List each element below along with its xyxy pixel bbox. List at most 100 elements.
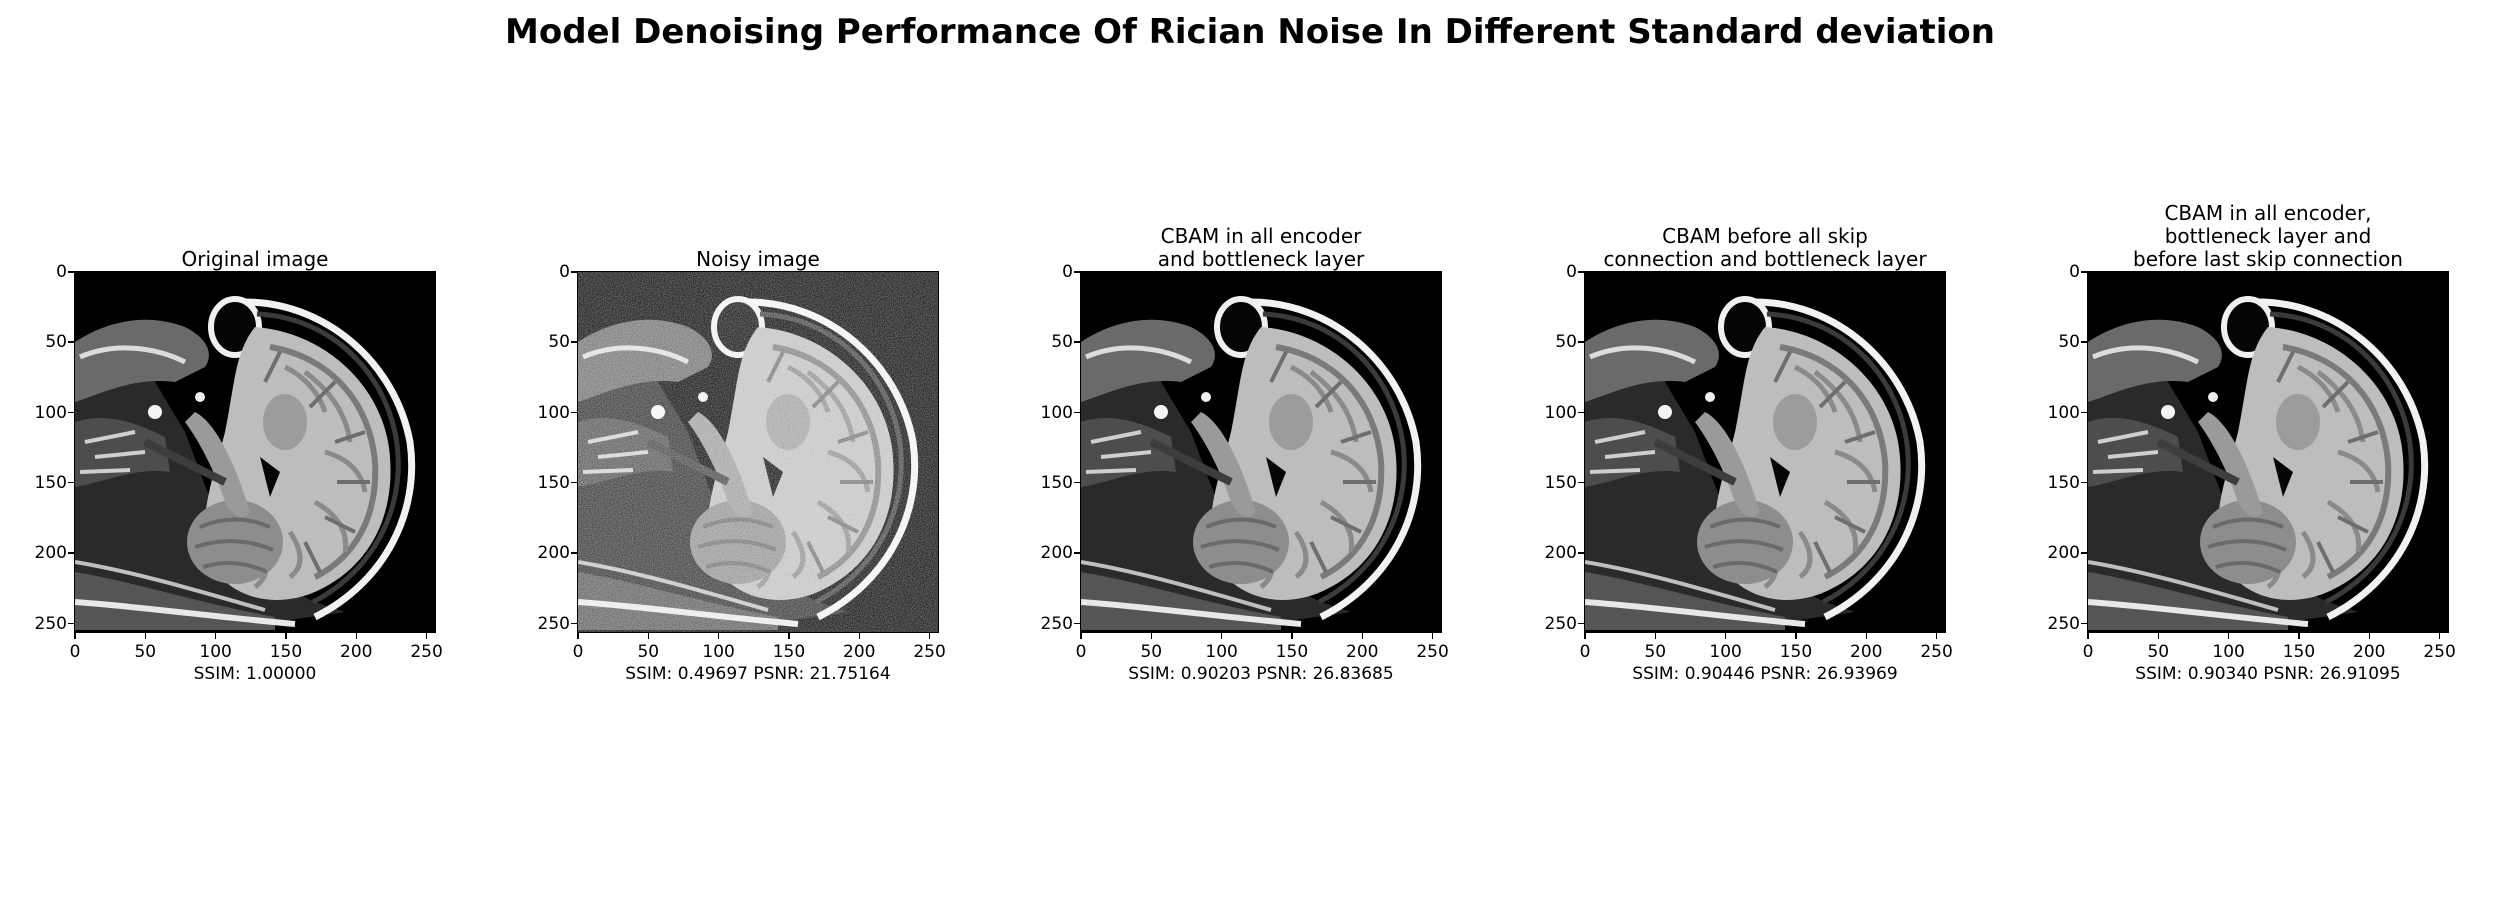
x-tick xyxy=(2087,632,2089,639)
y-tick-label: 100 xyxy=(1040,402,1073,423)
y-tick-label: 150 xyxy=(1544,472,1577,493)
y-tick xyxy=(1578,481,1585,484)
x-tick xyxy=(1865,632,1867,639)
y-tick xyxy=(571,341,578,343)
mri-image xyxy=(2087,271,2449,633)
x-tick-label: 200 xyxy=(340,642,373,662)
panel-title: CBAM in all encoder, bottleneck layer an… xyxy=(2133,201,2403,271)
y-tick-label: 0 xyxy=(559,262,570,282)
y-tick-label: 100 xyxy=(1544,402,1577,423)
y-tick-label: 100 xyxy=(34,402,67,423)
y-tick-label: 100 xyxy=(537,402,570,423)
x-tick xyxy=(1291,632,1293,639)
y-tick-label: 250 xyxy=(537,613,570,634)
y-tick xyxy=(571,481,578,484)
noise-overlay xyxy=(578,272,938,632)
y-tick xyxy=(1578,622,1585,625)
y-tick xyxy=(571,622,578,625)
y-tick-label: 50 xyxy=(548,332,570,353)
metric-label: SSIM: 0.90203 PSNR: 26.83685 xyxy=(1128,664,1394,684)
y-tick-label: 200 xyxy=(1040,543,1073,564)
mri-image xyxy=(74,271,436,633)
y-tick-label: 0 xyxy=(56,262,67,282)
x-tick xyxy=(1584,632,1586,639)
x-tick-label: 200 xyxy=(2353,642,2386,662)
y-tick-label: 200 xyxy=(537,543,570,564)
metric-label: SSIM: 1.00000 xyxy=(193,664,317,684)
metric-label: SSIM: 0.49697 PSNR: 21.75164 xyxy=(625,664,891,684)
x-tick-label: 50 xyxy=(1140,642,1163,662)
x-tick xyxy=(2157,632,2160,639)
y-tick xyxy=(2081,341,2088,343)
y-tick xyxy=(68,411,75,414)
metric-label: SSIM: 0.90446 PSNR: 26.93969 xyxy=(1632,664,1898,684)
y-tick xyxy=(1074,341,1081,343)
x-tick-label: 0 xyxy=(1579,642,1591,662)
panel-title: CBAM in all encoder and bottleneck layer xyxy=(1157,224,1365,271)
panel-title: Original image xyxy=(181,247,329,271)
y-tick-label: 0 xyxy=(1566,262,1577,282)
x-tick-label: 50 xyxy=(637,642,660,662)
x-tick xyxy=(647,632,650,639)
x-tick-label: 50 xyxy=(2147,642,2170,662)
x-tick xyxy=(1361,632,1363,639)
x-tick xyxy=(2298,632,2300,639)
x-tick-label: 0 xyxy=(572,642,584,662)
mri-brain-slice xyxy=(1585,272,1945,632)
figure-title: Model Denoising Performance Of Rician No… xyxy=(505,12,1995,52)
image-panel: Noisy image 0 50 100 150 2 xyxy=(538,0,946,900)
y-tick-label: 250 xyxy=(1544,613,1577,634)
x-tick xyxy=(1080,632,1082,639)
x-tick-label: 50 xyxy=(1644,642,1667,662)
x-tick xyxy=(577,632,579,639)
x-tick-label: 250 xyxy=(913,642,946,662)
x-tick xyxy=(1150,632,1153,639)
y-tick xyxy=(1074,411,1081,414)
image-panel: CBAM in all encoder, bottleneck layer an… xyxy=(2048,0,2456,900)
y-tick xyxy=(68,271,75,273)
mri-brain-slice xyxy=(75,272,435,632)
x-tick xyxy=(2368,632,2370,639)
y-tick-label: 50 xyxy=(2058,332,2080,353)
x-tick xyxy=(2438,632,2441,639)
x-tick-label: 150 xyxy=(1779,642,1813,662)
x-tick-label: 250 xyxy=(2423,642,2456,662)
image-panel: CBAM before all skip connection and bott… xyxy=(1545,0,1953,900)
x-tick xyxy=(2227,632,2230,639)
mri-brain-slice xyxy=(1081,272,1441,632)
x-tick xyxy=(425,632,428,639)
x-tick-label: 0 xyxy=(69,642,81,662)
y-tick-label: 50 xyxy=(45,332,67,353)
y-tick-label: 0 xyxy=(1062,262,1073,282)
x-tick xyxy=(1654,632,1657,639)
x-tick-label: 0 xyxy=(1075,642,1087,662)
y-tick-label: 200 xyxy=(2047,543,2080,564)
mri-image xyxy=(1584,271,1946,633)
x-tick-label: 100 xyxy=(1709,642,1742,662)
y-tick xyxy=(2081,481,2088,484)
y-tick xyxy=(2081,622,2088,625)
x-tick xyxy=(1795,632,1797,639)
x-tick xyxy=(144,632,147,639)
x-tick xyxy=(1935,632,1938,639)
y-tick xyxy=(1074,481,1081,484)
y-tick xyxy=(2081,271,2088,273)
y-tick xyxy=(1074,271,1081,273)
x-tick xyxy=(858,632,860,639)
y-tick xyxy=(68,622,75,625)
panel-title: Noisy image xyxy=(696,247,820,271)
y-tick-label: 250 xyxy=(2047,613,2080,634)
x-tick-label: 150 xyxy=(2282,642,2316,662)
image-panel: Original image 0 50 100 1 xyxy=(35,0,443,900)
x-tick xyxy=(788,632,790,639)
panel-title: CBAM before all skip connection and bott… xyxy=(1603,224,1927,271)
x-tick-label: 0 xyxy=(2082,642,2094,662)
y-tick-label: 0 xyxy=(2069,262,2080,282)
y-tick xyxy=(68,481,75,484)
x-tick-label: 100 xyxy=(2212,642,2245,662)
y-tick-label: 250 xyxy=(1040,613,1073,634)
y-tick xyxy=(2081,411,2088,414)
y-tick xyxy=(1578,411,1585,414)
y-tick-label: 150 xyxy=(2047,472,2080,493)
y-tick xyxy=(1578,271,1585,273)
